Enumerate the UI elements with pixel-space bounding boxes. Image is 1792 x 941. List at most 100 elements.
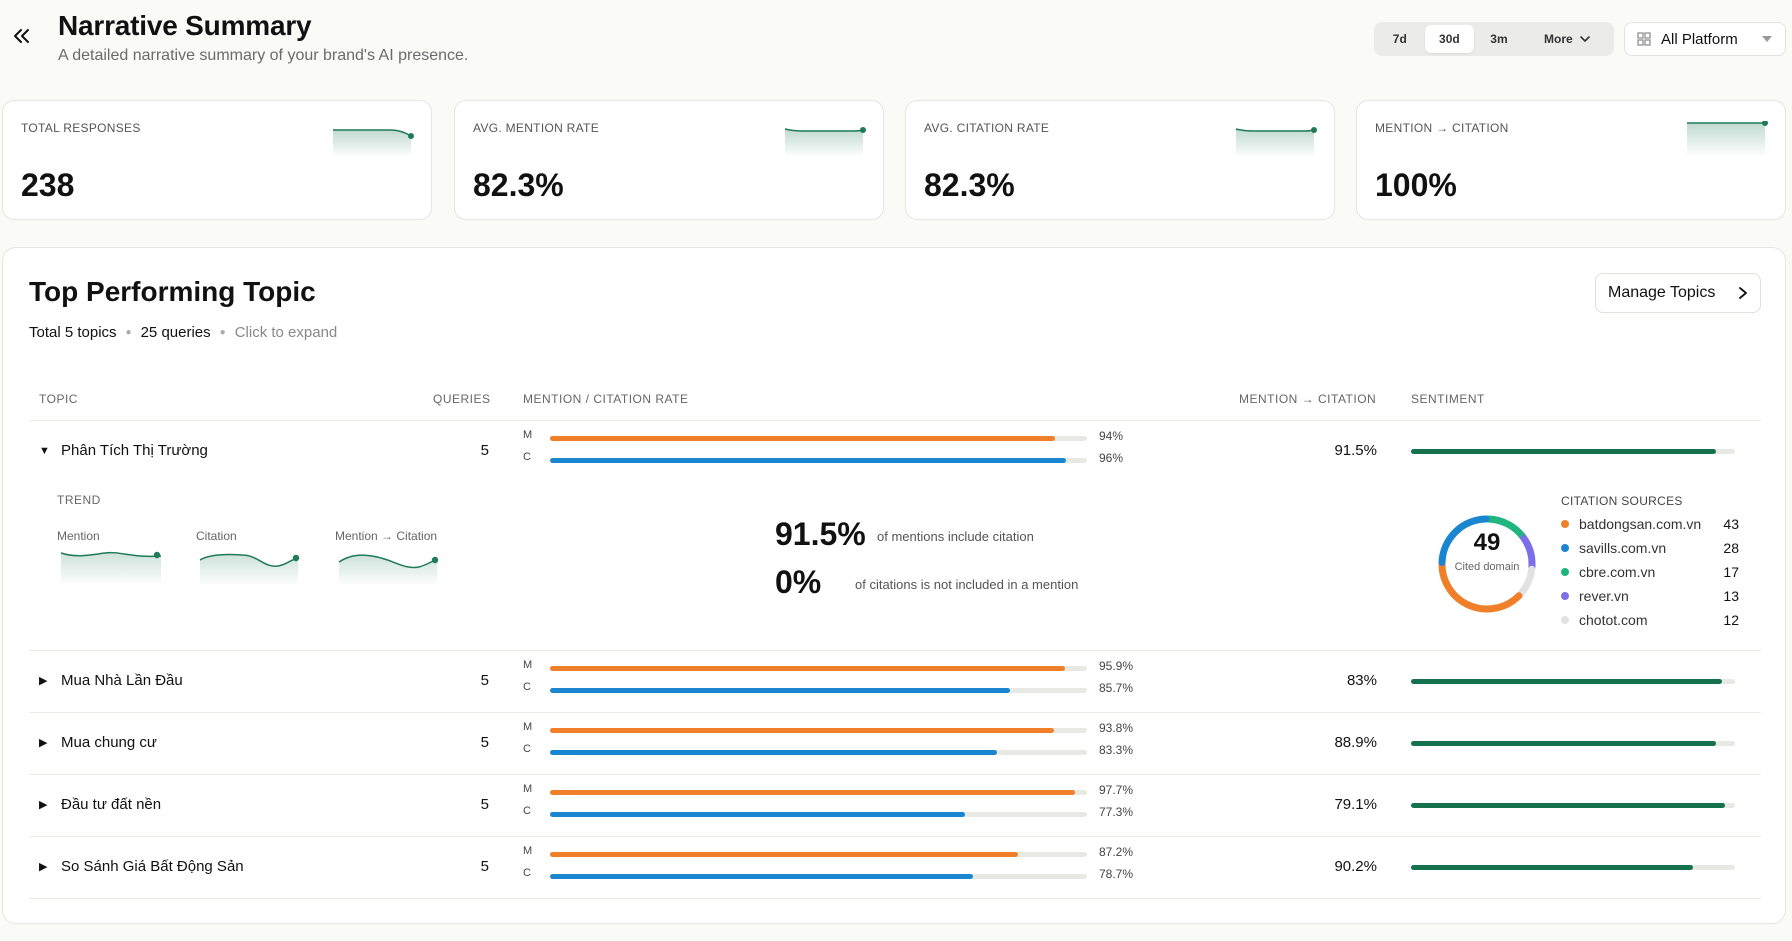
topic-name: So Sánh Giá Bất Động Sản (61, 858, 244, 875)
source-color-dot (1561, 616, 1569, 624)
mention-bar-label: M (523, 429, 533, 441)
trend-citation-label: Citation (196, 529, 237, 543)
mention-to-citation-value: 90.2% (1334, 858, 1377, 875)
kpi-card-mention-rate: AVG. MENTION RATE 82.3% (454, 100, 884, 220)
divider (29, 650, 1761, 651)
caret-right-icon: ▶ (39, 799, 48, 811)
citation-bar-label: C (523, 805, 531, 817)
topic-row-toggle[interactable]: ▶ Mua chung cư (39, 734, 157, 751)
sentiment-bar (1411, 741, 1735, 746)
topic-name: Mua Nhà Lần Đầu (61, 672, 183, 689)
trend-citation-sparkline (199, 553, 300, 586)
platform-select[interactable]: All Platform (1624, 22, 1786, 56)
mention-rate-value: 87.2% (1099, 845, 1134, 859)
citation-rate-fill (550, 688, 1011, 693)
panel-meta: Total 5 topics ● 25 queries ● Click to e… (29, 324, 337, 341)
donut-segment (1520, 534, 1536, 571)
sentiment-fill (1411, 803, 1726, 808)
double-chevron-left-icon (14, 29, 29, 43)
source-color-dot (1561, 520, 1569, 528)
citation-rate-fill (550, 750, 998, 755)
divider (29, 836, 1761, 837)
mention-rate-fill (550, 852, 1019, 857)
kpi-label: MENTION → CITATION (1375, 121, 1509, 135)
kpi-label: AVG. CITATION RATE (924, 121, 1050, 135)
citation-sources-title: CITATION SOURCES (1561, 494, 1683, 508)
caret-right-icon: ▶ (39, 675, 48, 687)
citation-source-item: rever.vn 13 (1561, 586, 1739, 606)
manage-topics-button[interactable]: Manage Topics (1595, 273, 1761, 313)
source-domain: rever.vn (1579, 588, 1629, 604)
trend-m2c-label: Mention → Citation (335, 529, 438, 543)
stat-citations-not-in-mention-text: of citations is not included in a mentio… (855, 577, 1079, 592)
topic-queries: 5 (480, 734, 489, 751)
mention-rate-fill (550, 728, 1054, 733)
mention-rate-bar (550, 728, 1087, 733)
citation-bar-label: C (523, 743, 531, 755)
source-count: 43 (1723, 516, 1739, 532)
column-header-topic: TOPIC (39, 392, 78, 406)
citation-source-item: savills.com.vn 28 (1561, 538, 1739, 558)
topic-row-toggle[interactable]: ▶ So Sánh Giá Bất Động Sản (39, 858, 244, 875)
citation-source-item: batdongsan.com.vn 43 (1561, 514, 1739, 534)
column-header-queries: QUERIES (433, 392, 491, 406)
donut-segment (1484, 515, 1527, 541)
range-more-label: More (1544, 32, 1573, 46)
mention-rate-value: 97.7% (1099, 783, 1134, 797)
sentiment-fill (1411, 449, 1716, 454)
sentiment-bar (1411, 679, 1735, 684)
range-more-button[interactable]: More (1524, 25, 1611, 53)
citation-rate-bar (550, 458, 1087, 463)
source-domain: batdongsan.com.vn (1579, 516, 1702, 532)
chevron-down-icon (1579, 36, 1590, 43)
mention-bar-label: M (523, 659, 533, 671)
citation-bar-label: C (523, 867, 531, 879)
total-queries: 25 queries (140, 324, 211, 341)
sentiment-fill (1411, 865, 1693, 870)
source-domain: cbre.com.vn (1579, 564, 1656, 580)
citation-rate-bar (550, 750, 1087, 755)
column-header-rate: MENTION / CITATION RATE (523, 392, 689, 406)
panel-title: Top Performing Topic (29, 276, 316, 307)
source-count: 12 (1723, 612, 1739, 628)
range-3m-button[interactable]: 3m (1490, 32, 1508, 46)
source-domain: chotot.com (1579, 612, 1648, 628)
stat-mentions-include-citation-text: of mentions include citation (877, 529, 1034, 544)
kpi-card-citation-rate: AVG. CITATION RATE 82.3% (905, 100, 1335, 220)
kpi-value: 100% (1375, 167, 1457, 203)
topic-row-toggle[interactable]: ▶ Đầu tư đất nền (39, 796, 161, 813)
mention-rate-bar (550, 436, 1087, 441)
donut-label: Cited domain (1454, 561, 1520, 573)
top-performing-topic-panel: Top Performing Topic Total 5 topics ● 25… (2, 247, 1786, 924)
source-count: 13 (1723, 588, 1739, 604)
citation-source-item: cbre.com.vn 17 (1561, 562, 1739, 582)
range-30d-button[interactable]: 30d (1424, 25, 1475, 53)
kpi-card-mention-to-citation: MENTION → CITATION 100% (1356, 100, 1786, 220)
citation-rate-fill (550, 874, 973, 879)
source-count: 17 (1723, 564, 1739, 580)
mention-rate-fill (550, 790, 1075, 795)
mention-to-citation-value: 83% (1346, 672, 1377, 689)
range-7d-button[interactable]: 7d (1392, 32, 1407, 46)
stat-mentions-include-citation-value: 91.5% (775, 516, 866, 552)
mention-rate-bar (550, 790, 1087, 795)
mention-to-citation-value: 88.9% (1334, 734, 1377, 751)
topic-row-toggle[interactable]: ▶ Mua Nhà Lần Đầu (39, 672, 183, 689)
citation-rate-value: 77.3% (1099, 805, 1134, 819)
topic-queries: 5 (480, 672, 489, 689)
topic-queries: 5 (480, 858, 489, 875)
column-header-sentiment: SENTIMENT (1411, 392, 1485, 406)
sentiment-bar (1411, 865, 1735, 870)
kpi-sparkline (1235, 127, 1317, 157)
collapse-back-button[interactable] (8, 22, 36, 50)
source-domain: savills.com.vn (1579, 540, 1667, 556)
donut-segment (1516, 565, 1536, 598)
time-range-selector: 7d 30d 3m More (1374, 22, 1614, 56)
trend-mention-label: Mention (57, 529, 100, 543)
kpi-value: 238 (21, 167, 75, 203)
grid-icon (1637, 32, 1651, 46)
topic-row-toggle[interactable]: ▼ Phân Tích Thị Trường (39, 442, 208, 459)
sentiment-bar (1411, 449, 1735, 454)
donut-value: 49 (1473, 529, 1501, 556)
trend-label: TREND (57, 493, 101, 507)
